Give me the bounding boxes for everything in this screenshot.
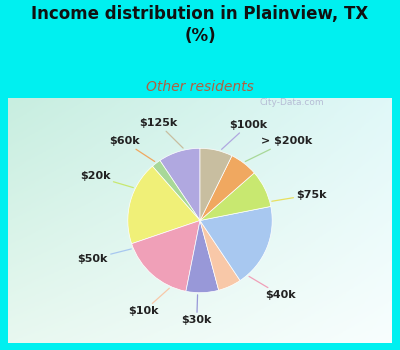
Text: $10k: $10k — [128, 288, 169, 316]
Wedge shape — [152, 161, 200, 220]
Text: Other residents: Other residents — [146, 80, 254, 94]
Text: $100k: $100k — [222, 120, 267, 149]
Text: Income distribution in Plainview, TX
(%): Income distribution in Plainview, TX (%) — [31, 5, 369, 46]
Text: $30k: $30k — [182, 295, 212, 325]
Text: $125k: $125k — [139, 119, 183, 148]
Wedge shape — [128, 166, 200, 244]
Wedge shape — [200, 173, 271, 220]
Wedge shape — [186, 220, 219, 293]
Text: $20k: $20k — [80, 172, 133, 188]
Wedge shape — [200, 206, 272, 280]
Wedge shape — [132, 220, 200, 291]
Wedge shape — [200, 220, 240, 290]
Wedge shape — [200, 148, 232, 220]
Text: $40k: $40k — [249, 276, 296, 300]
Text: $75k: $75k — [272, 190, 327, 201]
Wedge shape — [160, 148, 200, 220]
Text: $50k: $50k — [78, 249, 131, 264]
Text: $60k: $60k — [109, 136, 155, 161]
Wedge shape — [200, 156, 254, 220]
Text: > $200k: > $200k — [245, 136, 312, 161]
Text: City-Data.com: City-Data.com — [260, 98, 324, 107]
